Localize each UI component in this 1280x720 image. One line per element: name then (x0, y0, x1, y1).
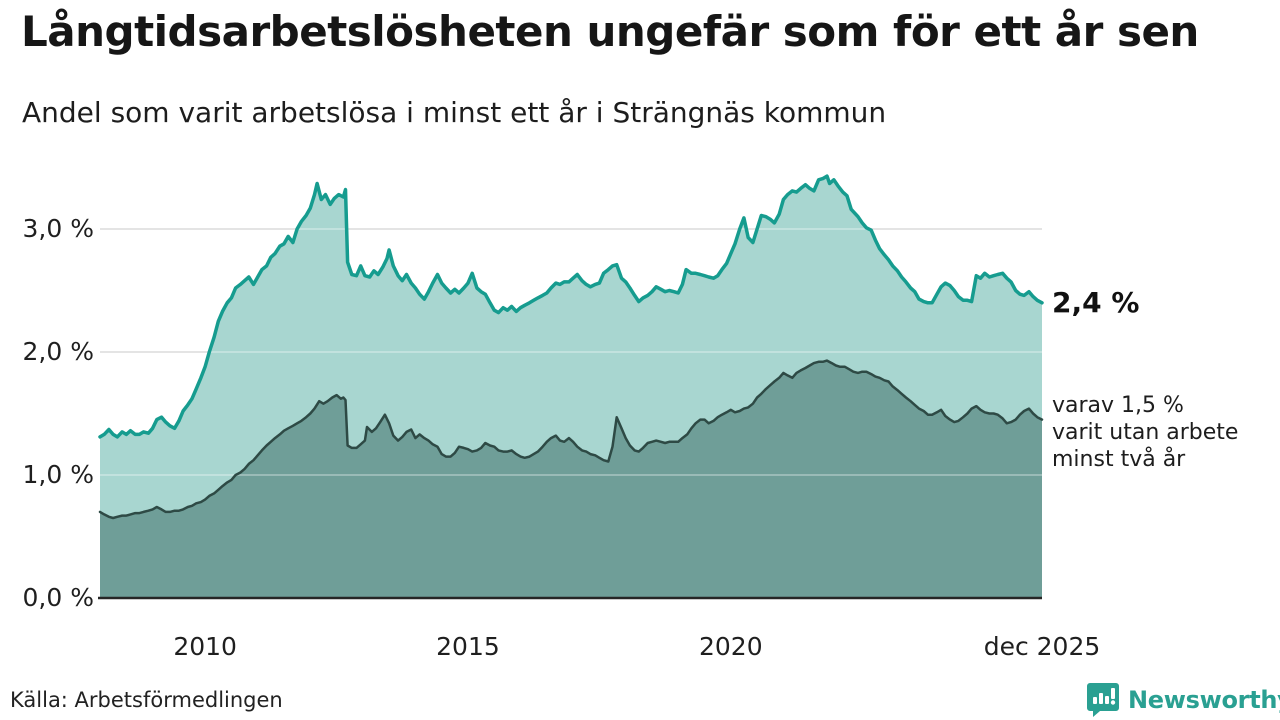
area-unemployed-two-years (100, 360, 1042, 598)
line-unemployed-two-years (98, 359, 1044, 520)
page-title: Långtidsarbetslösheten ungefär som för e… (21, 7, 1199, 56)
gridlines-overlay (100, 228, 1042, 476)
x-tick-label: dec 2025 (983, 632, 1101, 661)
x-tick-label: 2020 (698, 632, 763, 661)
line-unemployed-one-year (98, 174, 1044, 439)
y-tick-label: 3,0 % (22, 214, 94, 243)
secondary-value-label-line: varav 1,5 % (1052, 392, 1184, 418)
secondary-value-label-line: varit utan arbete (1052, 419, 1239, 445)
newsworthy-branding: Newsworthy (1086, 682, 1280, 718)
secondary-value-label-line: minst två år (1052, 446, 1186, 472)
latest-value-label: 2,4 % (1052, 285, 1140, 319)
source-note: Källa: Arbetsförmedlingen (10, 688, 283, 712)
y-tick-label: 0,0 % (22, 583, 94, 612)
secondary-value-label: varav 1,5 % varit utan arbete minst två år (1052, 392, 1278, 473)
newsworthy-logo-icon (1087, 683, 1119, 717)
chart-subtitle: Andel som varit arbetslösa i minst ett å… (22, 96, 887, 129)
newsworthy-logo-text: Newsworthy (1128, 686, 1280, 714)
y-tick-label: 1,0 % (22, 460, 94, 489)
x-tick-label: 2010 (173, 632, 237, 661)
x-tick-label: 2015 (436, 632, 500, 661)
y-tick-label: 2,0 % (22, 337, 94, 366)
